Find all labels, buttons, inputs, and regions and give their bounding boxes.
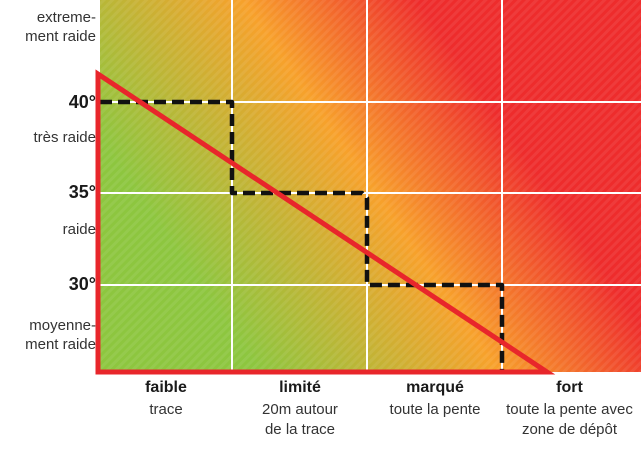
ylabel-moyennement-raide: moyenne- ment raide: [25, 317, 96, 353]
ylabel-40-degrees: 40°: [68, 92, 96, 112]
xcolumn-level: marqué: [406, 379, 464, 396]
ylabel-raide: raide: [62, 221, 96, 238]
xcolumn-level: faible: [145, 379, 187, 396]
xcolumn-level: fort: [556, 379, 583, 396]
risk-threshold-step-line: [100, 99, 505, 372]
xcolumn-limite: limité 20m autour de la trace: [232, 378, 368, 440]
xcolumn-desc: toute la pente: [389, 401, 481, 418]
xcolumn-desc: 20m autour de la trace: [262, 401, 338, 438]
ylabel-tres-raide: très raide: [33, 129, 96, 146]
texture-overlay: [100, 0, 641, 372]
xcolumn-desc: toute la pente avec zone de dépôt: [506, 401, 633, 438]
xcolumn-marque: marqué toute la pente: [360, 378, 510, 420]
risk-triangle: [95, 69, 556, 375]
xcolumn-desc: trace: [149, 401, 183, 418]
xcolumn-faible: faible trace: [98, 378, 234, 420]
xcolumn-level: limité: [279, 379, 321, 396]
xcolumn-fort: fort toute la pente avec zone de dépôt: [498, 378, 641, 440]
ylabel-30-degrees: 30°: [68, 274, 96, 294]
ylabel-35-degrees: 35°: [68, 182, 96, 202]
ylabel-extremement-raide: extreme- ment raide: [25, 9, 96, 45]
